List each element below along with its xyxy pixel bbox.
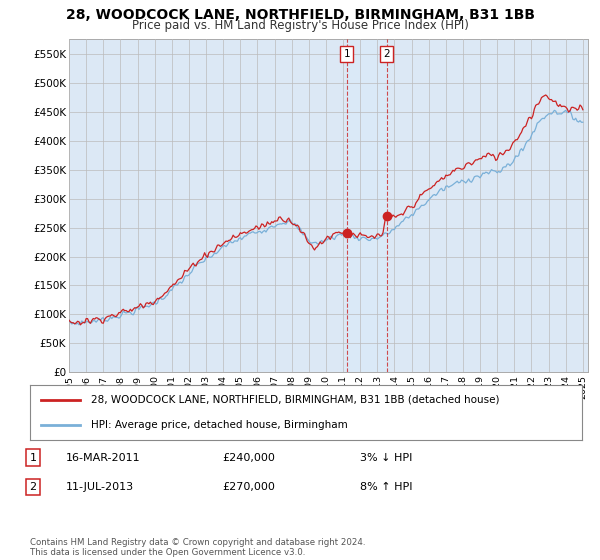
Text: Price paid vs. HM Land Registry's House Price Index (HPI): Price paid vs. HM Land Registry's House … xyxy=(131,19,469,32)
Text: Contains HM Land Registry data © Crown copyright and database right 2024.
This d: Contains HM Land Registry data © Crown c… xyxy=(30,538,365,557)
Text: 8% ↑ HPI: 8% ↑ HPI xyxy=(360,482,413,492)
Bar xyxy=(347,39,386,372)
Text: 3% ↓ HPI: 3% ↓ HPI xyxy=(360,452,412,463)
Text: 28, WOODCOCK LANE, NORTHFIELD, BIRMINGHAM, B31 1BB: 28, WOODCOCK LANE, NORTHFIELD, BIRMINGHA… xyxy=(65,8,535,22)
Text: 11-JUL-2013: 11-JUL-2013 xyxy=(66,482,134,492)
Text: 16-MAR-2011: 16-MAR-2011 xyxy=(66,452,140,463)
Text: £270,000: £270,000 xyxy=(222,482,275,492)
Text: 28, WOODCOCK LANE, NORTHFIELD, BIRMINGHAM, B31 1BB (detached house): 28, WOODCOCK LANE, NORTHFIELD, BIRMINGHA… xyxy=(91,395,499,404)
Text: 2: 2 xyxy=(383,49,390,59)
Text: £240,000: £240,000 xyxy=(222,452,275,463)
Text: 1: 1 xyxy=(29,452,37,463)
Text: HPI: Average price, detached house, Birmingham: HPI: Average price, detached house, Birm… xyxy=(91,420,347,430)
Text: 2: 2 xyxy=(29,482,37,492)
Text: 1: 1 xyxy=(343,49,350,59)
